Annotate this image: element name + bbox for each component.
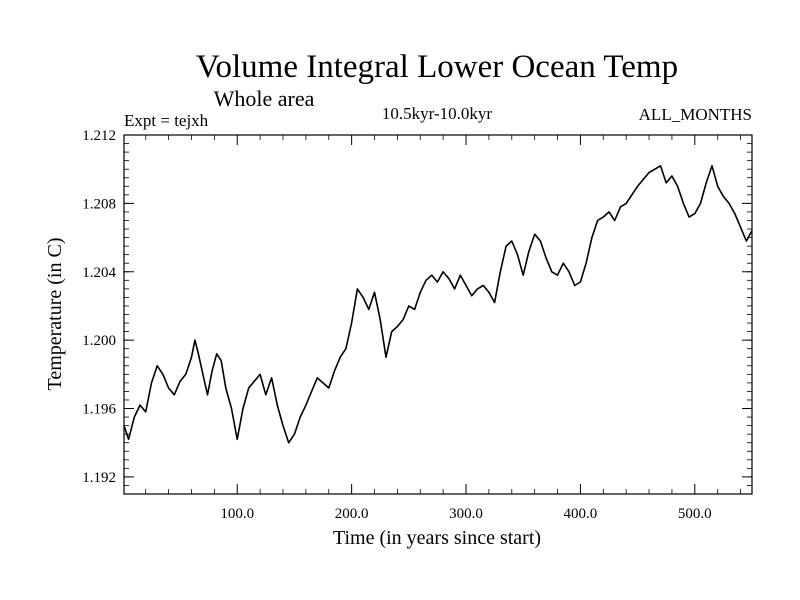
chart-title: Volume Integral Lower Ocean Temp — [196, 49, 678, 85]
series-layer — [123, 165, 753, 444]
x-tick-label: 100.0 — [220, 506, 254, 522]
y-tick-label: 1.192 — [82, 470, 116, 486]
chart-subtitle: Whole area — [214, 86, 315, 111]
series-line — [123, 165, 753, 444]
ticks-layer: 1.192 1.196 1.200 1.204 1.208 1.212 100.0 200.0… — [82, 128, 752, 522]
period-label: 10.5kyr-10.0kyr — [382, 104, 492, 123]
y-tick-label: 1.196 — [82, 402, 116, 418]
y-tick-label: 1.204 — [82, 265, 116, 281]
x-tick-label: 400.0 — [564, 506, 598, 522]
y-tick-label: 1.208 — [82, 196, 116, 212]
y-axis-label: Temperature (in C) — [44, 238, 66, 391]
x-axis-label: Time (in years since start) — [333, 527, 541, 549]
plot-frame — [123, 134, 753, 495]
x-tick-label: 500.0 — [678, 506, 712, 522]
experiment-label: Expt = tejxh — [124, 111, 209, 130]
x-tick-label: 300.0 — [449, 506, 483, 522]
y-tick-label: 1.212 — [82, 128, 116, 144]
months-label: ALL_MONTHS — [639, 105, 752, 124]
y-tick-label: 1.200 — [82, 333, 116, 349]
x-tick-label: 200.0 — [335, 506, 369, 522]
